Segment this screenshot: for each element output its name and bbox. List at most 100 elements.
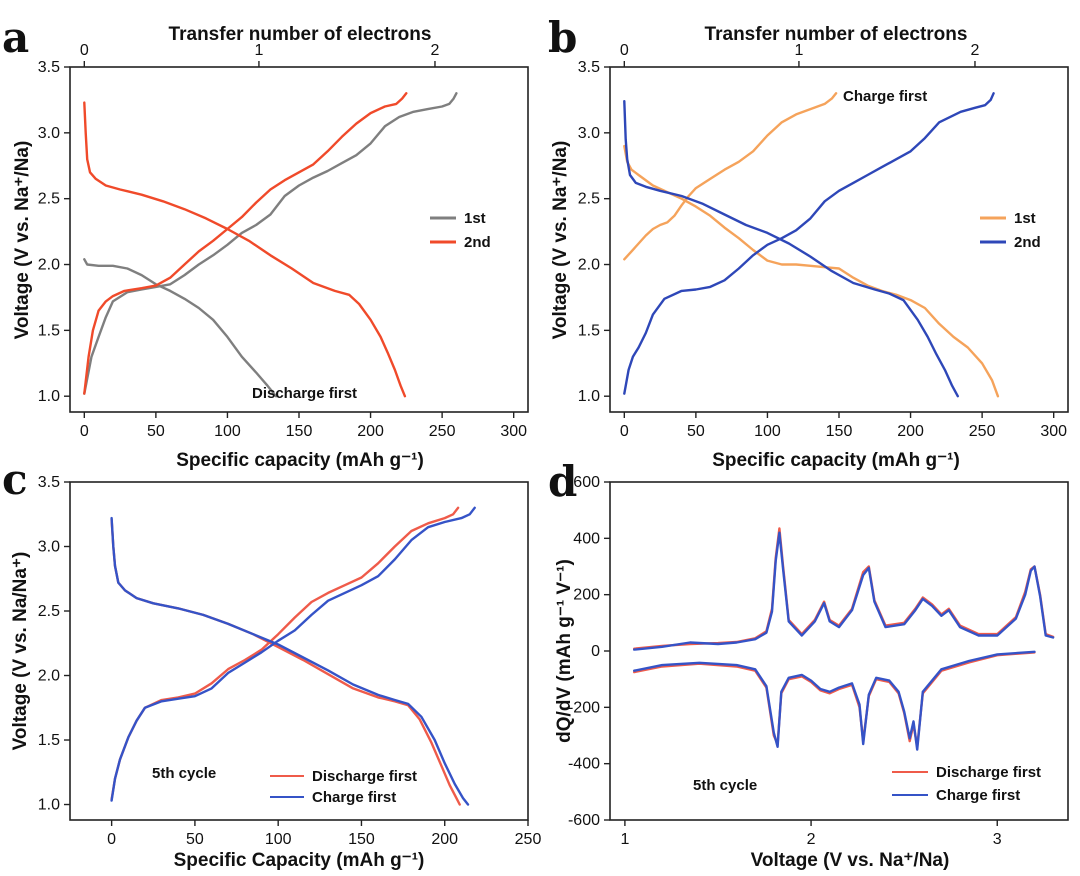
y-tick-label: 3.5 — [38, 59, 60, 76]
y-tick-label: -400 — [568, 756, 600, 773]
y-tick-label: 2.5 — [38, 191, 60, 208]
y-tick-label: 200 — [573, 587, 600, 604]
y-axis-title: Voltage (V vs. Na⁺/Na) — [550, 141, 571, 340]
y-tick-label: -600 — [568, 812, 600, 829]
x-tick-label: 50 — [147, 423, 165, 440]
x-tick-label: 50 — [186, 831, 204, 848]
top-tick-label: 2 — [431, 42, 440, 59]
series-line-1st-charge — [623, 92, 838, 261]
series-line-discharge-first-charge — [633, 527, 1055, 650]
x-tick-label: 100 — [214, 423, 241, 440]
top-tick-label: 0 — [620, 42, 629, 59]
series-line-discharge-first-charge — [110, 506, 460, 801]
y-tick-label: 1.0 — [38, 797, 60, 814]
x-tick-label: 100 — [754, 423, 781, 440]
y-tick-label: 3.0 — [38, 125, 60, 142]
x-tick-label: 200 — [357, 423, 384, 440]
top-axis-title: Transfer number of electrons — [705, 24, 968, 45]
panel-d: d 1 2 3 -600 -400 -200 0 200 400 600 Voltage (V vs.… — [548, 457, 1069, 871]
series-line-1st-discharge — [83, 258, 278, 398]
x-axis-title: Specific Capacity (mAh g⁻¹) — [174, 850, 425, 871]
y-tick-label: 2.5 — [578, 191, 600, 208]
panel-c: c 0 50 100 150 200 250 1.0 1.5 2.0 2.5 3.0 3.5 Specif… — [2, 455, 541, 871]
x-tick-label: 200 — [897, 423, 924, 440]
x-tick-label: 150 — [286, 423, 313, 440]
plot-frame — [609, 66, 1069, 413]
x-tick-label: 0 — [107, 831, 116, 848]
x-tick-label: 1 — [620, 831, 629, 848]
y-tick-label: 400 — [573, 530, 600, 547]
panel-label: d — [548, 457, 577, 506]
y-tick-label: 1.5 — [38, 732, 60, 749]
y-tick-label: 1.0 — [38, 388, 60, 405]
x-tick-label: 250 — [969, 423, 996, 440]
legend-label: 1st — [464, 210, 486, 227]
y-tick-label: 3.5 — [38, 474, 60, 491]
y-axis-title: Voltage (V vs. Na/Na⁺) — [10, 552, 31, 751]
x-tick-label: 50 — [687, 423, 705, 440]
x-tick-label: 100 — [265, 831, 292, 848]
y-tick-label: 2.0 — [38, 257, 60, 274]
top-tick-label: 0 — [80, 42, 89, 59]
y-tick-label: 3.0 — [38, 539, 60, 556]
y-axis-title: Voltage (V vs. Na⁺/Na) — [12, 141, 33, 340]
legend-label: 2nd — [464, 234, 491, 251]
series-line-2nd-charge — [83, 92, 408, 395]
legend-label: Charge first — [936, 787, 1020, 804]
x-axis-title: Specific capacity (mAh g⁻¹) — [712, 450, 960, 471]
x-tick-label: 200 — [431, 831, 458, 848]
y-tick-label: 1.0 — [578, 388, 600, 405]
top-tick-label: 1 — [254, 42, 263, 59]
plot-frame — [69, 66, 529, 413]
annotation: Charge first — [843, 88, 927, 105]
series-line-charge-first-charge — [110, 506, 476, 802]
annotation: Discharge first — [252, 385, 357, 402]
y-tick-label: 0 — [591, 643, 600, 660]
x-axis-title: Voltage (V vs. Na⁺/Na) — [751, 850, 950, 871]
y-tick-label: 2.0 — [38, 668, 60, 685]
y-tick-label: 3.0 — [578, 125, 600, 142]
x-tick-label: 0 — [80, 423, 89, 440]
panel-label: a — [2, 13, 29, 62]
panel-label: c — [2, 455, 28, 504]
series-line-charge-first-discharge — [110, 516, 470, 806]
x-tick-label: 250 — [515, 831, 542, 848]
series-line-1st-discharge — [623, 144, 1000, 398]
x-tick-label: 0 — [620, 423, 629, 440]
series-line-2nd-discharge — [83, 101, 407, 398]
plot-frame — [69, 481, 529, 821]
annotation: 5th cycle — [693, 777, 757, 794]
x-axis-title: Specific capacity (mAh g⁻¹) — [176, 450, 424, 471]
y-tick-label: 2.5 — [38, 603, 60, 620]
y-tick-label: 3.5 — [578, 59, 600, 76]
y-tick-label: 1.5 — [38, 322, 60, 339]
series-line-discharge-first-discharge — [633, 651, 1036, 748]
y-tick-label: 2.0 — [578, 257, 600, 274]
y-axis-title: dQ/dV (mAh g⁻¹ V⁻¹) — [554, 559, 575, 743]
series-line-1st-charge — [83, 92, 458, 395]
series-line-charge-first-charge — [633, 531, 1055, 651]
legend-label: 1st — [1014, 210, 1036, 227]
legend-label: 2nd — [1014, 234, 1041, 251]
x-tick-label: 2 — [807, 831, 816, 848]
top-tick-label: 1 — [794, 42, 803, 59]
panel-label: b — [548, 13, 577, 62]
y-tick-label: 1.5 — [578, 322, 600, 339]
y-tick-label: 600 — [573, 474, 600, 491]
series-line-discharge-first-discharge — [110, 518, 461, 806]
x-tick-label: 300 — [1040, 423, 1067, 440]
x-tick-label: 150 — [826, 423, 853, 440]
legend-label: Charge first — [312, 789, 396, 806]
x-tick-label: 300 — [500, 423, 527, 440]
top-tick-label: 2 — [971, 42, 980, 59]
y-tick-label: -200 — [568, 699, 600, 716]
x-tick-label: 3 — [993, 831, 1002, 848]
x-tick-label: 250 — [429, 423, 456, 440]
legend-label: Discharge first — [936, 764, 1041, 781]
legend-label: Discharge first — [312, 768, 417, 785]
panel-b: b 0 50 100 150 200 250 300 1.0 1.5 2.0 2.5 3.0 3.5 0 1 2… — [548, 13, 1069, 471]
panel-a: a 0 50 100 150 200 250 300 1.0 1.5 2.0 2.5 3.0 3.5 0 1 2… — [2, 13, 529, 471]
series-line-2nd-charge — [623, 92, 995, 395]
x-tick-label: 150 — [348, 831, 375, 848]
